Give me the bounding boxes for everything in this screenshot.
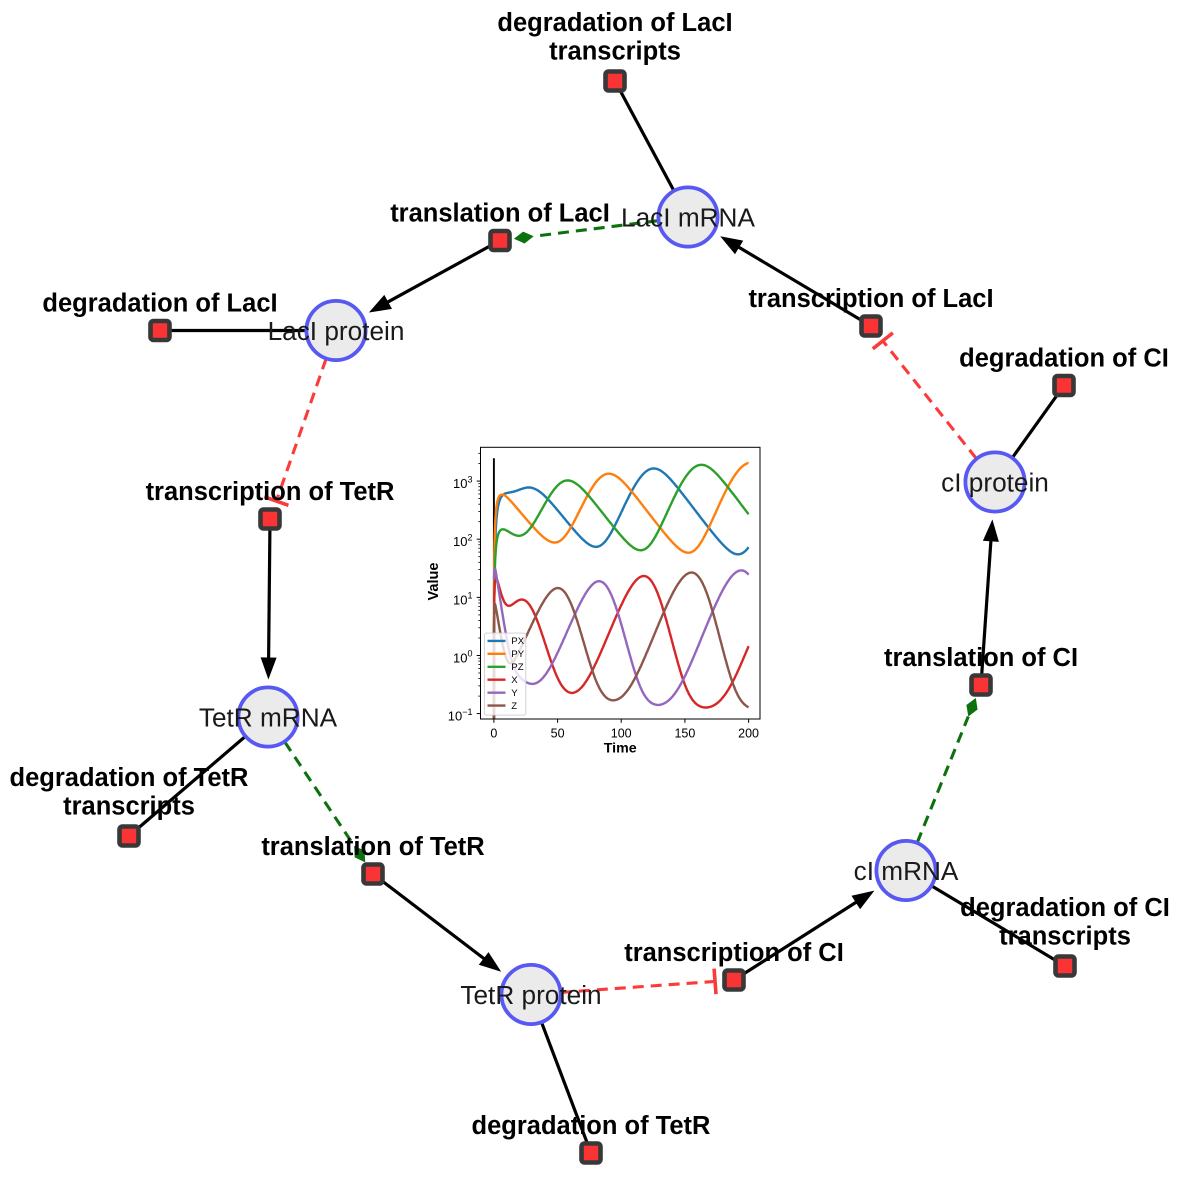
svg-text:translation of LacI: translation of LacI [390,200,610,228]
svg-text:Y: Y [511,688,518,699]
svg-text:Value: Value [426,563,442,601]
svg-text:transcription of CI: transcription of CI [624,939,844,967]
svg-text:cI protein: cI protein [941,468,1049,498]
svg-text:50: 50 [551,727,565,741]
svg-text:PX: PX [511,636,524,647]
svg-text:transcription of LacI: transcription of LacI [748,285,993,313]
svg-text:degradation of TetR: degradation of TetR [472,1112,711,1140]
svg-text:0: 0 [490,727,497,741]
svg-text:transcription of TetR: transcription of TetR [146,478,395,506]
svg-text:degradation of TetR: degradation of TetR [10,764,249,792]
svg-text:degradation of LacI: degradation of LacI [497,9,732,37]
svg-text:transcripts: transcripts [999,923,1131,951]
svg-text:transcripts: transcripts [549,38,681,66]
svg-text:degradation of CI: degradation of CI [959,345,1169,373]
svg-text:Time: Time [604,741,637,757]
svg-text:TetR protein: TetR protein [460,980,601,1010]
svg-text:TetR mRNA: TetR mRNA [199,703,338,733]
svg-text:translation of CI: translation of CI [884,644,1078,672]
svg-text:LacI protein: LacI protein [268,316,405,346]
svg-text:degradation of LacI: degradation of LacI [42,290,277,318]
svg-text:translation of TetR: translation of TetR [261,833,484,861]
svg-text:LacI mRNA: LacI mRNA [621,203,755,233]
svg-text:transcripts: transcripts [63,793,195,821]
svg-text:150: 150 [674,727,695,741]
svg-text:Z: Z [511,701,517,712]
svg-text:degradation of CI: degradation of CI [960,894,1170,922]
svg-text:100: 100 [611,727,632,741]
svg-text:PY: PY [511,649,524,660]
svg-text:PZ: PZ [511,662,523,673]
svg-text:200: 200 [738,727,759,741]
svg-text:X: X [511,675,518,686]
svg-text:cI mRNA: cI mRNA [854,856,959,886]
